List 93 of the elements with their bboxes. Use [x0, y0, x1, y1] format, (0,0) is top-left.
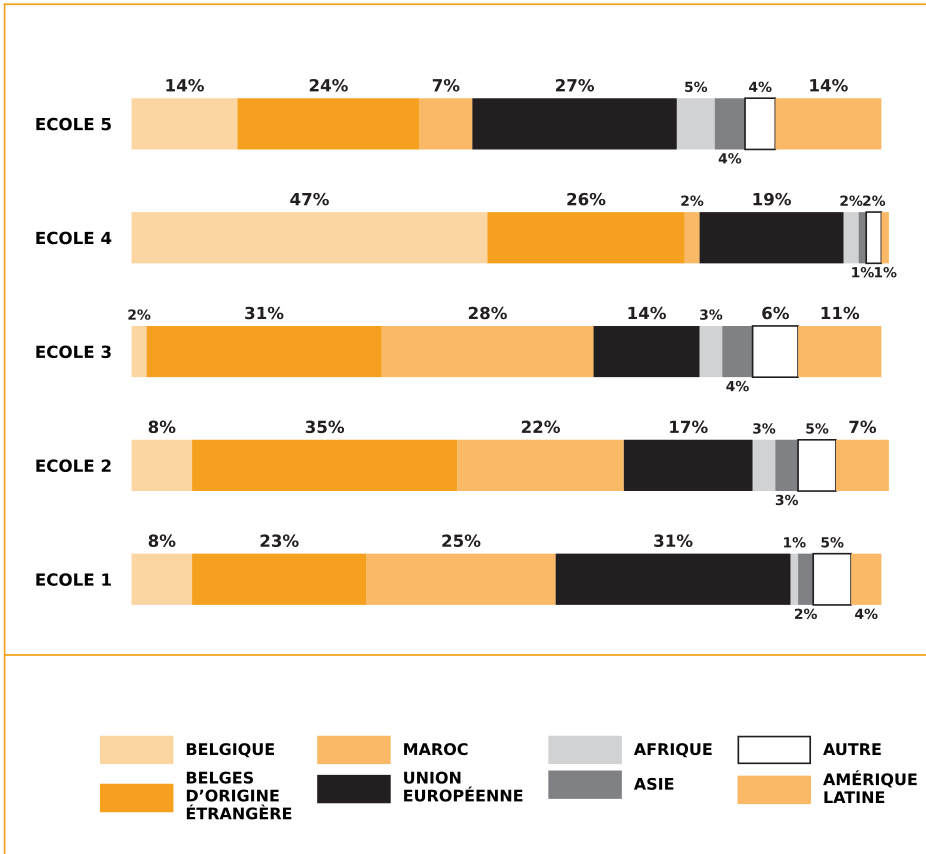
- legend-label: BELGIQUE: [186, 743, 274, 758]
- data-label: 4%: [726, 380, 749, 392]
- data-label: 31%: [654, 534, 692, 548]
- bar: [844, 212, 859, 264]
- data-label: 27%: [556, 78, 594, 92]
- data-label: 22%: [522, 420, 560, 434]
- data-label: 5%: [821, 537, 844, 548]
- data-label: 8%: [148, 420, 176, 434]
- legend-label: AFRIQUE: [634, 743, 712, 758]
- bar: [594, 326, 700, 378]
- bar: [131, 440, 192, 492]
- bar: [865, 211, 882, 264]
- bar: [752, 325, 799, 378]
- bar: [700, 212, 844, 264]
- legend-label: AUTRE: [823, 743, 881, 756]
- data-label: 11%: [822, 306, 860, 320]
- data-label: 35%: [306, 420, 344, 434]
- legend-label: UNION EUROPÉENNE: [404, 772, 522, 802]
- bar: [366, 554, 556, 605]
- bar: [488, 212, 684, 264]
- legend-label: AMÉRIQUE LATINE: [823, 770, 917, 803]
- bar: [131, 554, 192, 605]
- legend-label: MAROC: [404, 743, 468, 756]
- data-label: 47%: [290, 192, 329, 206]
- legend-label: ASIE: [634, 778, 674, 790]
- bar: [775, 440, 798, 492]
- bar: [700, 326, 722, 378]
- bar: [881, 212, 889, 264]
- data-label: 3%: [776, 494, 798, 506]
- bar: [131, 98, 238, 150]
- data-label: 17%: [670, 420, 708, 434]
- bar: [812, 552, 852, 606]
- bar: [131, 326, 147, 378]
- data-label: 6%: [762, 306, 789, 320]
- data-label: 23%: [260, 534, 299, 548]
- data-label: 28%: [468, 306, 507, 320]
- bar: [192, 554, 366, 605]
- bar: [624, 440, 753, 492]
- y-tick-label: ECOLE 4: [36, 232, 112, 244]
- bar: [419, 98, 472, 150]
- data-label: 4%: [855, 608, 878, 620]
- bar: [192, 440, 458, 492]
- data-label: 14%: [810, 78, 848, 92]
- bar: [722, 326, 753, 378]
- bar: [556, 554, 790, 605]
- data-label: 4%: [749, 82, 772, 92]
- data-label: 19%: [753, 192, 791, 206]
- data-label: 3%: [753, 423, 776, 434]
- data-label: 24%: [310, 78, 348, 92]
- bar: [472, 98, 677, 150]
- bar: [457, 440, 624, 492]
- data-label: 1%: [784, 537, 806, 548]
- y-tick-label: ECOLE 5: [36, 118, 111, 130]
- data-label: 2%: [863, 195, 886, 206]
- bar: [238, 98, 420, 150]
- data-label: 7%: [849, 420, 876, 434]
- bar: [676, 98, 715, 150]
- bar: [684, 212, 700, 264]
- y-tick-label: ECOLE 1: [36, 573, 111, 586]
- bar: [858, 212, 866, 264]
- data-label: 14%: [166, 78, 204, 92]
- data-label: 2%: [681, 195, 704, 206]
- bar: [851, 554, 882, 605]
- data-label: 25%: [442, 534, 480, 548]
- data-label: 14%: [628, 306, 666, 320]
- data-label: 7%: [432, 78, 460, 92]
- data-label: 31%: [245, 306, 284, 320]
- y-tick-label: ECOLE 3: [36, 346, 111, 358]
- bar: [790, 554, 798, 605]
- bar: [836, 440, 889, 492]
- data-label: 1%: [874, 266, 897, 278]
- bar: [798, 554, 814, 605]
- bar: [798, 326, 882, 378]
- data-label: 2%: [128, 309, 150, 320]
- data-label: 2%: [840, 195, 862, 206]
- y-tick-label: ECOLE 2: [36, 459, 111, 472]
- data-label: 26%: [567, 192, 606, 206]
- data-label: 8%: [148, 534, 176, 548]
- data-label: 3%: [700, 309, 722, 320]
- bar: [797, 438, 837, 492]
- legend-label: BELGES D’ORIGINE ÉTRANGÈRE: [186, 772, 292, 820]
- bar: [714, 98, 746, 150]
- data-label: 5%: [685, 82, 708, 92]
- data-label: 1%: [852, 266, 874, 278]
- bar: [752, 440, 776, 492]
- data-label: 2%: [794, 608, 817, 620]
- bar: [381, 326, 594, 378]
- bar: [131, 212, 488, 264]
- data-label: 4%: [718, 153, 742, 164]
- bar: [775, 98, 882, 150]
- data-label: 5%: [806, 423, 828, 434]
- bar: [146, 326, 382, 378]
- bar: [744, 97, 776, 150]
